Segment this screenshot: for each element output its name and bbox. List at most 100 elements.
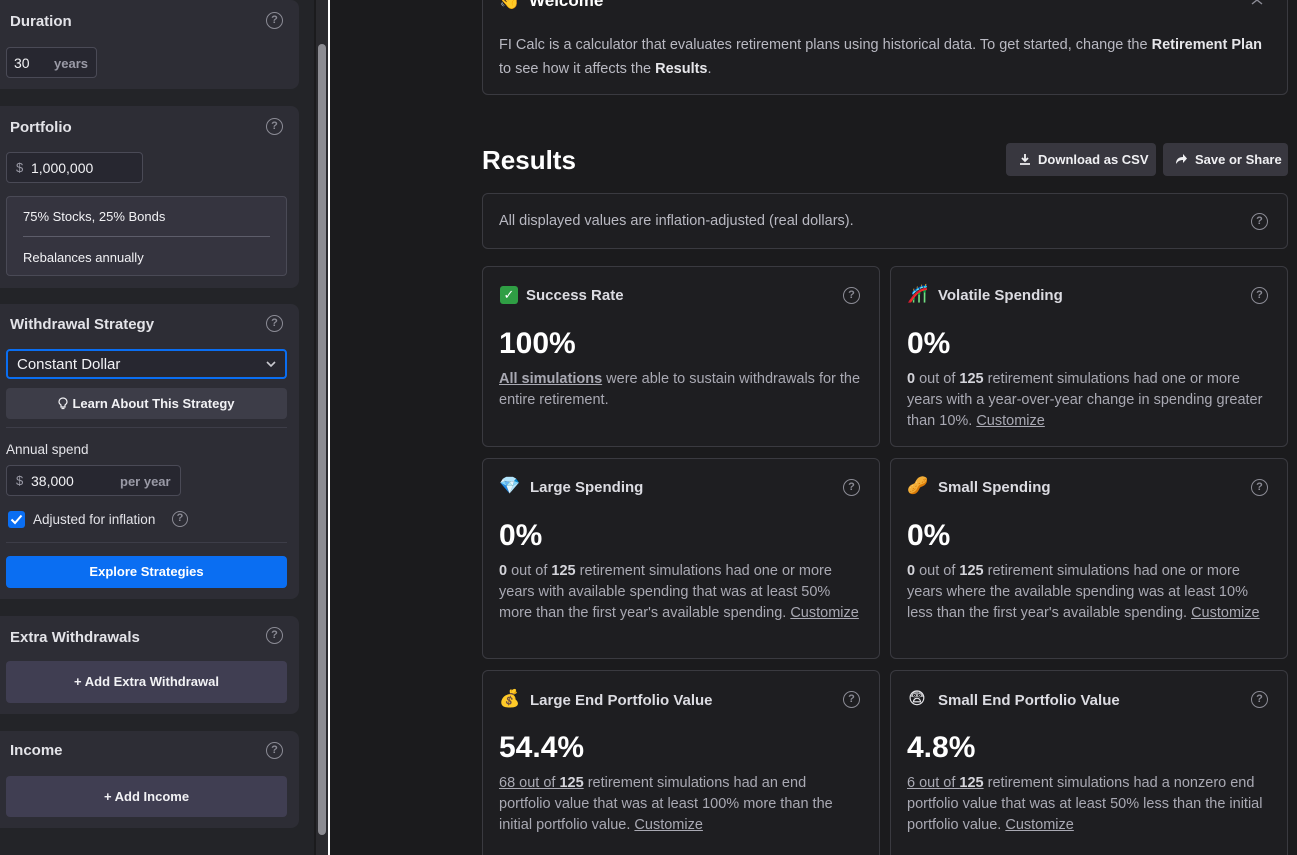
volatile-spending-title: Volatile Spending bbox=[938, 287, 1063, 304]
small-out-of: out of bbox=[915, 563, 960, 579]
learn-strategy-label: Learn About This Strategy bbox=[72, 396, 235, 411]
small-end-total: 125 bbox=[959, 775, 984, 791]
duration-panel: Duration ? 30 years bbox=[0, 0, 299, 89]
check-mark-icon: ✓ bbox=[499, 284, 519, 304]
close-icon[interactable] bbox=[1251, 0, 1263, 5]
explore-strategies-button[interactable]: Explore Strategies bbox=[6, 556, 287, 588]
results-label: Results bbox=[655, 61, 708, 77]
large-end-customize-link[interactable]: Customize bbox=[634, 817, 703, 833]
welcome-text-before: FI Calc is a calculator that evaluates r… bbox=[499, 37, 1152, 53]
inflation-checkbox[interactable] bbox=[8, 511, 25, 528]
results-title: Results bbox=[482, 145, 576, 175]
large-end-text: retirement simulations had an end portfo… bbox=[499, 775, 833, 833]
sidebar: Duration ? 30 years Portfolio ? $ 1,000,… bbox=[0, 0, 314, 855]
allocation-divider bbox=[23, 236, 270, 237]
inflation-label[interactable]: Adjusted for inflation bbox=[33, 512, 156, 527]
annual-spend-unit: per year bbox=[120, 474, 171, 489]
withdrawal-divider-1 bbox=[6, 427, 287, 428]
learn-strategy-button[interactable]: Learn About This Strategy bbox=[6, 388, 287, 419]
income-title: Income bbox=[10, 742, 63, 759]
small-customize-link[interactable]: Customize bbox=[1191, 605, 1260, 621]
large-customize-link[interactable]: Customize bbox=[790, 605, 859, 621]
duration-title: Duration bbox=[10, 13, 72, 30]
small-spending-help-icon[interactable]: ? bbox=[1251, 479, 1268, 496]
volatile-spending-value: 0% bbox=[907, 327, 951, 360]
waving-hand-icon: 👋 bbox=[499, 0, 521, 10]
lightbulb-icon bbox=[58, 397, 69, 410]
strategy-select[interactable]: Constant Dollar bbox=[6, 349, 287, 379]
large-spending-title: Large Spending bbox=[530, 479, 644, 496]
large-spending-value: 0% bbox=[499, 519, 543, 552]
small-end-portfolio-desc: 6 out of 125 retirement simulations had … bbox=[907, 773, 1277, 836]
add-income-button[interactable]: + Add Income bbox=[6, 776, 287, 817]
share-arrow-icon bbox=[1176, 154, 1187, 164]
annual-spend-currency: $ bbox=[16, 473, 24, 488]
inflation-notice-text: All displayed values are inflation-adjus… bbox=[499, 213, 854, 229]
portfolio-title: Portfolio bbox=[10, 119, 72, 136]
volatile-out-of: out of bbox=[915, 371, 960, 387]
rebalance-text: Rebalances annually bbox=[23, 250, 144, 265]
small-end-customize-link[interactable]: Customize bbox=[1005, 817, 1074, 833]
volatile-customize-link[interactable]: Customize bbox=[976, 413, 1045, 429]
extra-withdrawals-help-icon[interactable]: ? bbox=[266, 627, 283, 644]
save-share-label: Save or Share bbox=[1195, 152, 1282, 167]
small-spending-desc: 0 out of 125 retirement simulations had … bbox=[907, 561, 1277, 624]
portfolio-value: 1,000,000 bbox=[31, 160, 94, 176]
annual-spend-value: 38,000 bbox=[31, 473, 74, 489]
volatile-spending-desc: 0 out of 125 retirement simulations had … bbox=[907, 369, 1277, 432]
small-end-count-link[interactable]: 6 out of 125 bbox=[907, 775, 984, 791]
portfolio-value-input[interactable]: $ 1,000,000 bbox=[6, 152, 143, 183]
welcome-title: Welcome bbox=[529, 0, 604, 10]
small-end-portfolio-title: Small End Portfolio Value bbox=[938, 692, 1120, 709]
withdrawal-title: Withdrawal Strategy bbox=[10, 316, 155, 333]
portfolio-help-icon[interactable]: ? bbox=[266, 118, 283, 135]
large-out-of: out of bbox=[507, 563, 552, 579]
small-end-count: 6 out of bbox=[907, 775, 960, 791]
small-text: retirement simulations had one or more y… bbox=[907, 563, 1248, 621]
success-rate-desc: All simulations were able to sustain wit… bbox=[499, 369, 869, 411]
volatile-spending-help-icon[interactable]: ? bbox=[1251, 287, 1268, 304]
duration-value: 30 bbox=[14, 55, 30, 71]
duration-unit: years bbox=[54, 56, 88, 71]
income-help-icon[interactable]: ? bbox=[266, 742, 283, 759]
large-spending-help-icon[interactable]: ? bbox=[843, 479, 860, 496]
small-end-portfolio-help-icon[interactable]: ? bbox=[1251, 691, 1268, 708]
large-spending-card: 💎 Large Spending ? 0% 0 out of 125 retir… bbox=[482, 458, 880, 659]
large-total: 125 bbox=[551, 563, 576, 579]
save-share-button[interactable]: Save or Share bbox=[1163, 143, 1288, 176]
small-end-portfolio-value: 4.8% bbox=[907, 731, 976, 764]
sidebar-scrollbar-thumb[interactable] bbox=[318, 44, 326, 835]
annual-spend-input[interactable]: $ 38,000 per year bbox=[6, 465, 181, 496]
large-end-portfolio-value: 54.4% bbox=[499, 731, 585, 764]
volatile-total: 125 bbox=[959, 371, 984, 387]
duration-input[interactable]: 30 years bbox=[6, 47, 97, 78]
fearful-face-icon: 😨 bbox=[908, 689, 926, 708]
extra-withdrawals-title: Extra Withdrawals bbox=[10, 629, 140, 646]
checkmark-icon bbox=[10, 514, 23, 525]
large-end-portfolio-card: 💰 Large End Portfolio Value ? 54.4% 68 o… bbox=[482, 670, 880, 855]
inflation-help-icon[interactable]: ? bbox=[172, 511, 188, 527]
small-end-portfolio-card: 😨 Small End Portfolio Value ? 4.8% 6 out… bbox=[890, 670, 1288, 855]
notice-help-icon[interactable]: ? bbox=[1251, 213, 1268, 230]
withdrawal-help-icon[interactable]: ? bbox=[266, 315, 283, 332]
all-simulations-link[interactable]: All simulations bbox=[499, 371, 603, 387]
welcome-text-end: . bbox=[707, 61, 712, 77]
welcome-text: FI Calc is a calculator that evaluates r… bbox=[499, 33, 1269, 81]
strategy-selected-value: Constant Dollar bbox=[17, 356, 121, 373]
large-end-portfolio-help-icon[interactable]: ? bbox=[843, 691, 860, 708]
small-count: 0 bbox=[907, 563, 916, 579]
volatile-count: 0 bbox=[907, 371, 916, 387]
large-end-count-link[interactable]: 68 out of 125 bbox=[499, 775, 584, 791]
success-rate-card: ✓ Success Rate ? 100% All simulations we… bbox=[482, 266, 880, 447]
download-csv-button[interactable]: Download as CSV bbox=[1006, 143, 1156, 176]
success-rate-help-icon[interactable]: ? bbox=[843, 287, 860, 304]
add-extra-withdrawal-button[interactable]: + Add Extra Withdrawal bbox=[6, 661, 287, 703]
portfolio-allocation-box[interactable]: 75% Stocks, 25% Bonds Rebalances annuall… bbox=[6, 196, 287, 276]
duration-help-icon[interactable]: ? bbox=[266, 12, 283, 29]
large-end-count: 68 out of bbox=[499, 775, 560, 791]
small-spending-title: Small Spending bbox=[938, 479, 1051, 496]
success-rate-title: Success Rate bbox=[526, 287, 624, 304]
large-text: retirement simulations had one or more y… bbox=[499, 563, 832, 621]
withdrawal-divider-2 bbox=[6, 542, 287, 543]
welcome-card: 👋 Welcome FI Calc is a calculator that e… bbox=[482, 0, 1288, 95]
